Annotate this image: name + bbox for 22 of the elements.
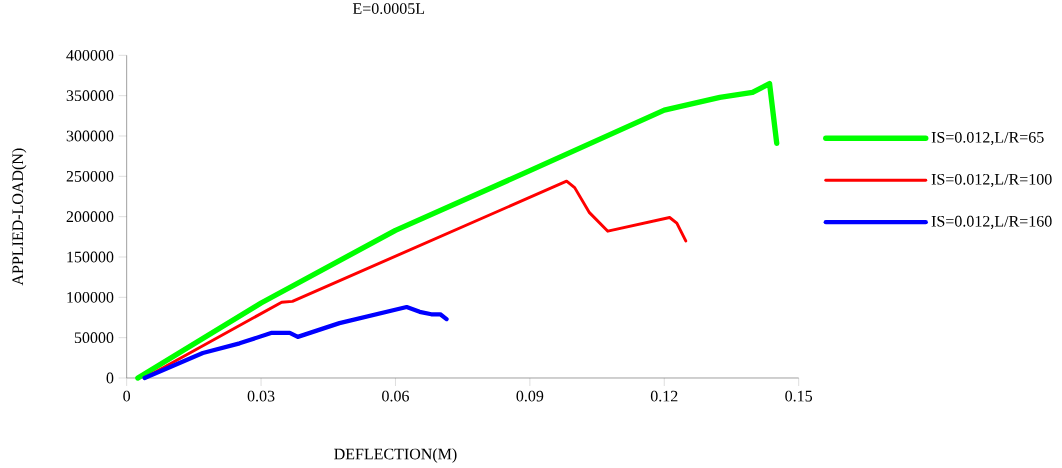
- y-tick-label: 300000: [66, 130, 114, 142]
- y-tick-label: 250000: [66, 170, 114, 182]
- text: IS=0.012,L/R=65: [931, 131, 1044, 146]
- y-tick-label: 200000: [66, 211, 114, 223]
- text: IS=0.012,L/R=100: [931, 173, 1052, 187]
- y-tick-label: 0: [106, 372, 114, 384]
- x-tick-label: 0: [123, 390, 131, 402]
- y-tick-label: 50000: [74, 332, 114, 344]
- x-axis-title: DEFLECTION(M): [334, 448, 457, 463]
- x-tick-label: 0.03: [247, 390, 275, 402]
- y-tick-label: 400000: [66, 49, 114, 61]
- x-tick-label: 0.06: [382, 390, 409, 402]
- text: IS=0.012,L/R=160: [931, 215, 1052, 229]
- y-tick-label: 150000: [67, 251, 114, 263]
- y-tick-label: 100000: [67, 291, 114, 303]
- x-tick-label: 0.12: [650, 390, 678, 402]
- chart-title: E=0.0005L: [352, 3, 425, 15]
- line-series: [142, 304, 449, 381]
- x-tick-label: 0.09: [516, 390, 544, 402]
- y-tick-label: 350000: [66, 90, 114, 102]
- y-axis-title: APPLIED-LOAD(N): [11, 148, 27, 286]
- x-tick-label: 0.15: [785, 390, 813, 402]
